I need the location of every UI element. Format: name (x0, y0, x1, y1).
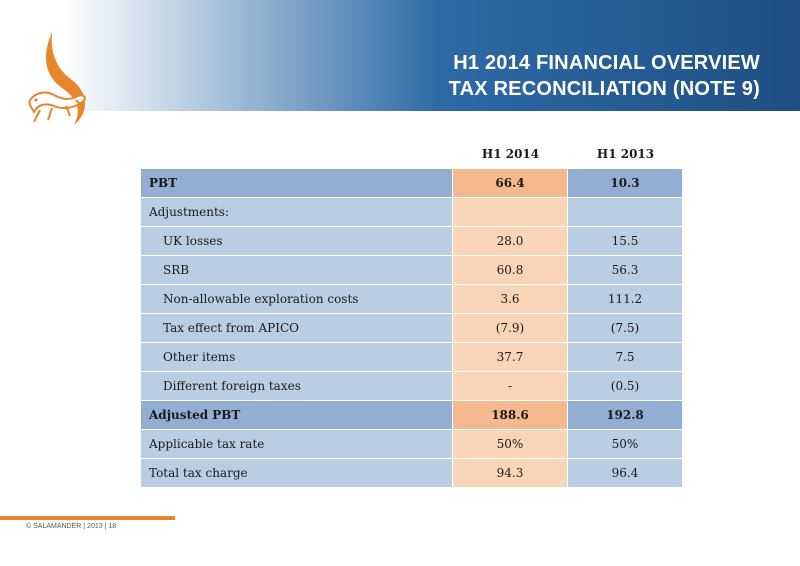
row-label: Adjusted PBT (141, 401, 453, 430)
row-label: PBT (141, 169, 453, 198)
value-h1-2014: (7.9) (453, 314, 568, 343)
value-h1-2013: 50% (568, 430, 683, 459)
value-h1-2013: 10.3 (568, 169, 683, 198)
value-h1-2013: (0.5) (568, 372, 683, 401)
tax-reconciliation-table: H1 2014 H1 2013 PBT 66.4 10.3 Adjustment… (141, 139, 683, 488)
table-row-different-foreign-taxes: Different foreign taxes - (0.5) (141, 372, 683, 401)
value-h1-2013: 15.5 (568, 227, 683, 256)
value-h1-2014: - (453, 372, 568, 401)
value-h1-2013: 96.4 (568, 459, 683, 488)
header-banner: H1 2014 FINANCIAL OVERVIEW TAX RECONCILI… (0, 0, 800, 125)
table-header-row: H1 2014 H1 2013 (141, 139, 683, 169)
value-h1-2013: (7.5) (568, 314, 683, 343)
value-h1-2013: 56.3 (568, 256, 683, 285)
row-label: Non-allowable exploration costs (141, 285, 453, 314)
table-row-pbt: PBT 66.4 10.3 (141, 169, 683, 198)
value-h1-2014: 94.3 (453, 459, 568, 488)
value-h1-2014: 60.8 (453, 256, 568, 285)
row-label: Applicable tax rate (141, 430, 453, 459)
value-h1-2013: 7.5 (568, 343, 683, 372)
page-title: H1 2014 FINANCIAL OVERVIEW TAX RECONCILI… (449, 50, 760, 102)
table-row-other-items: Other items 37.7 7.5 (141, 343, 683, 372)
salamander-logo-icon (28, 32, 86, 125)
value-h1-2014 (453, 198, 568, 227)
column-header-h1-2014: H1 2014 (481, 147, 540, 161)
table-row-adjustments: Adjustments: (141, 198, 683, 227)
value-h1-2014: 3.6 (453, 285, 568, 314)
value-h1-2014: 66.4 (453, 169, 568, 198)
value-h1-2013: 111.2 (568, 285, 683, 314)
value-h1-2013: 192.8 (568, 401, 683, 430)
row-label: Different foreign taxes (141, 372, 453, 401)
value-h1-2014: 188.6 (453, 401, 568, 430)
footer-copyright: © SALAMANDER | 2013 | 18 (26, 523, 117, 530)
title-line-2: TAX RECONCILIATION (NOTE 9) (448, 78, 760, 100)
value-h1-2013 (568, 198, 683, 227)
column-header-h1-2013: H1 2013 (596, 147, 655, 161)
row-label: SRB (141, 256, 453, 285)
value-h1-2014: 28.0 (453, 227, 568, 256)
row-label: Tax effect from APICO (141, 314, 453, 343)
row-label: UK losses (141, 227, 453, 256)
table-row-uk-losses: UK losses 28.0 15.5 (141, 227, 683, 256)
table-row-adjusted-pbt: Adjusted PBT 188.6 192.8 (141, 401, 683, 430)
row-label: Total tax charge (141, 459, 453, 488)
value-h1-2014: 37.7 (453, 343, 568, 372)
table-row-non-allowable-exploration-costs: Non-allowable exploration costs 3.6 111.… (141, 285, 683, 314)
header-label-cell (141, 139, 453, 169)
row-label: Adjustments: (141, 198, 453, 227)
row-label: Other items (141, 343, 453, 372)
table-row-tax-effect-apico: Tax effect from APICO (7.9) (7.5) (141, 314, 683, 343)
table-row-srb: SRB 60.8 56.3 (141, 256, 683, 285)
footer-accent-line (0, 516, 175, 520)
title-line-1: H1 2014 FINANCIAL OVERVIEW (453, 52, 760, 74)
table-row-applicable-tax-rate: Applicable tax rate 50% 50% (141, 430, 683, 459)
table-row-total-tax-charge: Total tax charge 94.3 96.4 (141, 459, 683, 488)
value-h1-2014: 50% (453, 430, 568, 459)
